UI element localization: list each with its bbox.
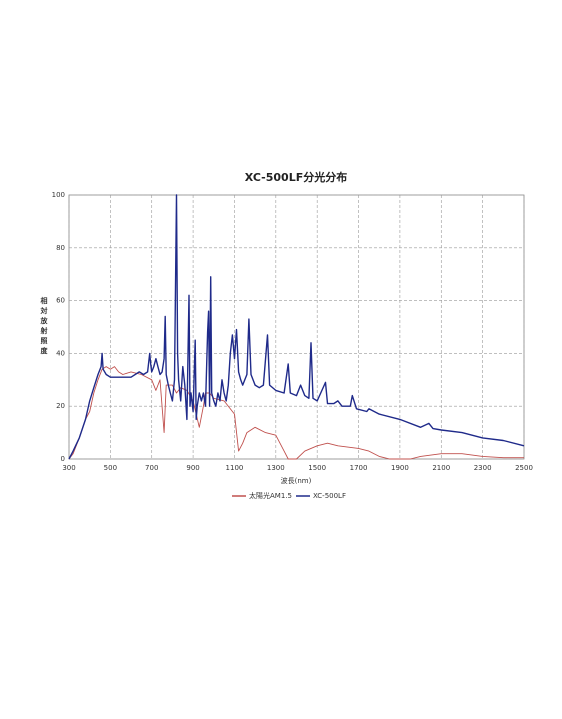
x-tick-label: 700 <box>145 464 158 472</box>
y-tick-label: 60 <box>56 297 65 305</box>
series-line <box>68 194 525 460</box>
legend-label: XC-500LF <box>313 492 346 500</box>
y-tick-label: 40 <box>56 349 65 357</box>
y-tick-label: 80 <box>56 244 65 252</box>
x-tick-label: 2500 <box>515 464 533 472</box>
x-axis-label: 波長(nm) <box>281 476 312 485</box>
y-tick-label: 20 <box>56 402 65 410</box>
x-tick-label: 2300 <box>474 464 492 472</box>
y-tick-label: 0 <box>61 455 65 463</box>
x-tick-label: 2100 <box>432 464 450 472</box>
x-tick-label: 1500 <box>308 464 326 472</box>
legend-label: 太陽光AM1.5 <box>249 491 292 500</box>
chart-title: XC-500LF分光分布 <box>245 170 347 184</box>
y-axis-label: 相対放射照度 <box>40 296 49 357</box>
x-tick-label: 1300 <box>267 464 285 472</box>
x-tick-label: 1700 <box>350 464 368 472</box>
x-tick-label: 1900 <box>391 464 409 472</box>
x-tick-label: 300 <box>62 464 75 472</box>
y-tick-label: 100 <box>52 191 65 199</box>
series-line <box>68 366 524 460</box>
x-tick-label: 500 <box>104 464 117 472</box>
x-tick-label: 900 <box>186 464 199 472</box>
x-tick-label: 1100 <box>226 464 244 472</box>
plot-area <box>68 194 525 460</box>
